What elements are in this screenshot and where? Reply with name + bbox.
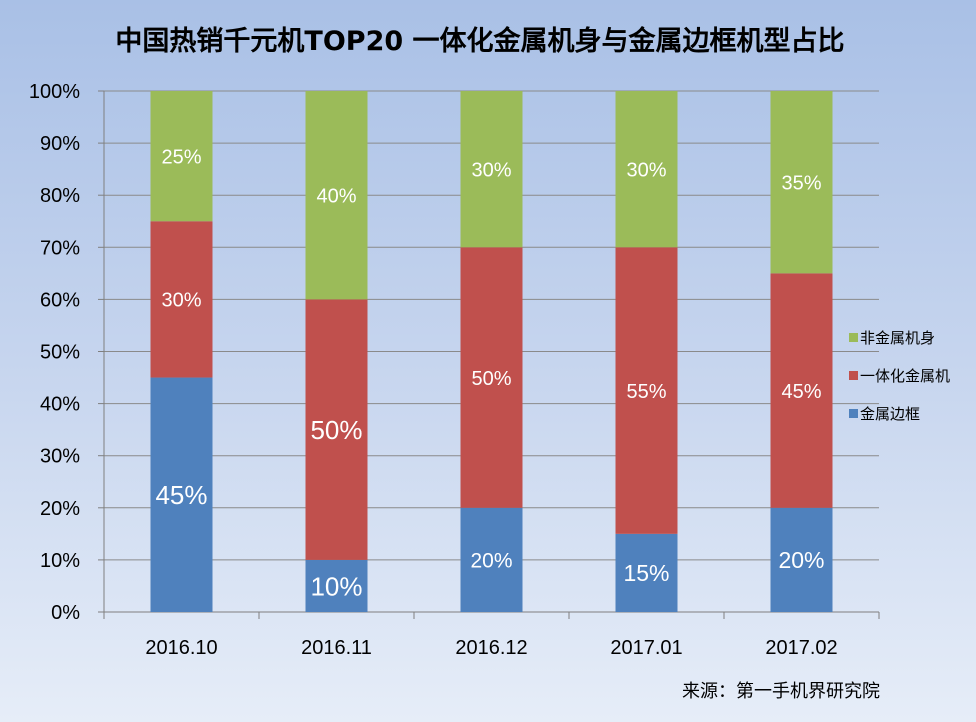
bar-segment [305,559,368,612]
legend-swatch [849,409,858,418]
data-label: 45% [781,381,821,403]
x-tick-label: 2017.02 [765,637,837,659]
data-label: 50% [471,368,511,390]
data-label: 30% [161,290,201,312]
x-tick-label: 2016.11 [301,637,372,659]
y-tick-label: 100% [29,81,80,103]
bar-segment [460,247,523,508]
chart-title: 中国热销千元机TOP20 一体化金属机身与金属边框机型占比 [115,25,844,57]
data-label: 30% [471,159,511,181]
y-tick-label: 20% [40,498,80,520]
bar-segment [150,377,213,612]
bar-segment [770,507,833,612]
data-label: 45% [155,480,207,510]
x-tick-label: 2017.01 [610,637,682,659]
y-tick-label: 30% [40,446,80,468]
legend-label: 非金属机身 [860,329,935,347]
legend-label: 一体化金属机 [860,367,950,385]
source-note: 来源：第一手机界研究院 [682,681,880,702]
data-label: 40% [316,185,356,207]
data-label: 50% [310,415,362,445]
bars [150,91,833,612]
x-tick-label: 2016.10 [145,637,217,659]
y-tick-label: 80% [40,185,80,207]
bar-segment [615,533,678,612]
data-label: 55% [626,381,666,403]
x-tick-label: 2016.12 [455,637,527,659]
bar-labels: 45% 30% 25% 10% 50% 40% 20% 50% 30% 15% 55% 30% 20% 4… [155,146,824,601]
data-label: 30% [626,159,666,181]
data-label: 35% [781,172,821,194]
y-tick-label: 60% [40,289,80,311]
y-tick-label: 70% [40,237,80,259]
bar-segment [770,91,833,274]
y-tick-label: 0% [51,602,80,624]
bar-segment [460,507,523,612]
bar-segment [460,91,523,248]
data-label: 20% [778,547,824,573]
legend-label: 金属边框 [860,405,920,423]
bar-segment [150,91,213,222]
legend-swatch [849,333,858,342]
bar-segment [615,91,678,248]
y-tick-label: 50% [40,342,80,364]
bar-segment [305,299,368,560]
data-label: 15% [623,560,669,586]
bar-segment [615,247,678,534]
y-tick-label: 10% [40,550,80,572]
data-label: 10% [310,571,362,601]
y-tick-label: 40% [40,394,80,416]
bar-segment [305,91,368,300]
y-tick-label: 90% [40,133,80,155]
legend-swatch [849,371,858,380]
bar-segment [150,221,213,378]
data-label: 20% [470,549,512,572]
bar-segment [770,273,833,508]
data-label: 25% [161,146,201,168]
